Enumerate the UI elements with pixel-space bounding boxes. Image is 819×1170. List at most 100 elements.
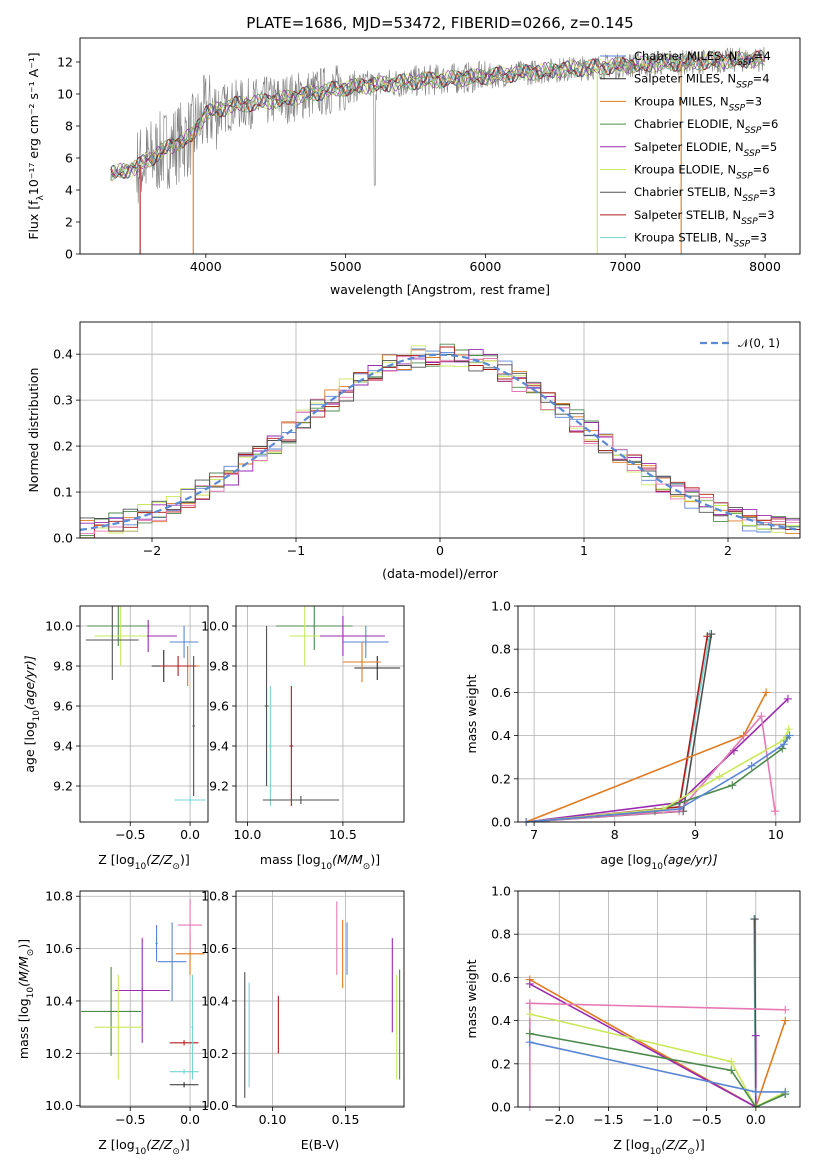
y-tick-label: 10.0 — [45, 619, 73, 634]
mass-weight-line — [526, 633, 711, 823]
y-tick-label: 0.6 — [491, 970, 511, 985]
y-tick-label: 0.2 — [53, 439, 73, 454]
model-spectrum-line — [110, 50, 766, 179]
histogram-step — [80, 356, 800, 538]
y-tick-label: 9.2 — [53, 779, 73, 794]
y-tick-label: 9.4 — [209, 739, 229, 754]
y-tick-label: 10.8 — [201, 889, 229, 904]
axes-frame — [235, 605, 405, 823]
axes-frame — [235, 890, 405, 1108]
x-tick-label: 4000 — [190, 259, 222, 274]
mass-weight-line — [526, 636, 709, 823]
y-tick-label: 10.0 — [45, 1098, 73, 1113]
mass-weight-line — [526, 728, 790, 823]
mass-weight-vs-metallicity-panel: −2.0 −1.5 −1.0 −0.5 0.0 0.0 0.2 0.4 0.6 0.8 1.0 Z [… — [464, 884, 801, 1157]
plus-marker — [781, 1005, 790, 1014]
x-tick-label: 9 — [691, 827, 699, 842]
legend-entry: Chabrier ELODIE, NSSP=6 — [634, 117, 778, 136]
residual-histogram-panel: −2 −1 0 1 2 0.0 0.1 0.2 0.3 0.4 𝒩(0, 1) (data-model… — [26, 321, 801, 581]
x-tick-label: −2 — [143, 543, 161, 558]
plus-marker — [779, 740, 788, 749]
y-tick-label: 0.2 — [491, 771, 511, 786]
y-axis-label: Normed distribution — [26, 368, 41, 493]
plus-marker — [781, 1016, 790, 1025]
legend-entry: Chabrier MILES, NSSP=4 — [634, 49, 771, 68]
x-axis-label: wavelength [Angstrom, rest frame] — [330, 282, 550, 297]
mass-weight-line — [753, 919, 786, 1109]
y-tick-label: 9.4 — [53, 739, 73, 754]
x-tick-label: 10.5 — [329, 827, 357, 842]
axes-frame — [79, 605, 209, 823]
plus-marker — [728, 781, 737, 790]
legend-entry: Kroupa ELODIE, NSSP=6 — [634, 163, 770, 182]
y-tick-label: 12 — [57, 55, 73, 70]
model-spectrum-line — [110, 49, 766, 179]
mass-weight-line — [753, 919, 786, 1109]
y-axis-label: age [log10(age/yr)] — [22, 655, 42, 772]
y-tick-label: 10.4 — [45, 993, 73, 1008]
x-tick-label: 10 — [768, 827, 784, 842]
mass-weight-line — [529, 1002, 786, 1011]
legend-entry: Kroupa STELIB, NSSP=3 — [634, 231, 767, 250]
y-axis-label: mass weight — [464, 674, 479, 753]
x-tick-label: −0.5 — [115, 827, 145, 842]
x-tick-label: 8000 — [749, 259, 781, 274]
plus-marker — [525, 979, 534, 988]
y-tick-label: 8 — [65, 119, 73, 134]
x-axis-label: age [log10(age/yr)] — [600, 852, 717, 872]
x-tick-label: 6000 — [470, 259, 502, 274]
axes-frame — [517, 605, 801, 823]
age-vs-metallicity-panel: −0.5 0.0 9.2 9.4 9.6 9.8 10.0 Z [log10(Z/Z⊙)] ag… — [22, 605, 209, 872]
x-tick-label: 0 — [436, 543, 444, 558]
plus-marker — [762, 688, 771, 697]
mass-weight-line — [529, 1013, 786, 1109]
model-spectrum-line — [110, 51, 766, 181]
y-tick-label: 9.2 — [209, 779, 229, 794]
y-tick-label: 0.2 — [491, 1056, 511, 1071]
normal-curve — [79, 353, 801, 531]
y-tick-label: 0.8 — [491, 642, 511, 657]
mass-weight-line — [526, 633, 713, 823]
x-tick-label: 0.0 — [180, 1112, 200, 1127]
x-tick-label: −1.5 — [593, 1112, 623, 1127]
axes-frame — [79, 321, 801, 539]
plus-marker — [715, 772, 724, 781]
plus-marker — [750, 915, 759, 924]
x-tick-label: 8 — [611, 827, 619, 842]
y-tick-label: 0.0 — [491, 1100, 511, 1115]
x-tick-label: −2.0 — [544, 1112, 574, 1127]
x-tick-label: −1.0 — [642, 1112, 672, 1127]
x-axis-label: Z [log10(Z/Z⊙)] — [98, 1137, 189, 1157]
plus-marker — [525, 1029, 534, 1038]
y-tick-label: 10.4 — [201, 993, 229, 1008]
y-tick-label: 4 — [65, 183, 73, 198]
y-tick-label: 0 — [65, 247, 73, 262]
plus-marker — [525, 1038, 534, 1047]
y-tick-label: 0.1 — [53, 485, 73, 500]
x-tick-label: 0.0 — [746, 1112, 766, 1127]
y-tick-label: 10.2 — [45, 1046, 73, 1061]
y-tick-label: 9.6 — [209, 699, 229, 714]
plus-marker — [751, 1087, 760, 1096]
y-tick-label: 10.0 — [201, 1098, 229, 1113]
x-axis-label: mass [log10(M/M⊙)] — [260, 852, 380, 872]
x-tick-label: 7 — [530, 827, 538, 842]
x-tick-label: 0.0 — [180, 827, 200, 842]
legend-entry: Chabrier STELIB, NSSP=3 — [634, 185, 776, 204]
plus-marker — [659, 805, 668, 814]
model-spectrum-line — [110, 51, 766, 180]
model-spectrum-line — [110, 52, 766, 182]
plus-marker — [751, 1031, 760, 1040]
y-tick-label: 10.2 — [201, 1046, 229, 1061]
age-vs-mass-panel: 10.0 10.5 9.2 9.4 9.6 9.8 10.0 mass [log10(M/M⊙… — [201, 605, 405, 872]
y-tick-label: 9.6 — [53, 699, 73, 714]
plus-marker — [785, 731, 794, 740]
y-tick-label: 0.4 — [53, 347, 73, 362]
plus-marker — [783, 694, 792, 703]
mass-vs-metallicity-panel: −0.5 0.0 10.0 10.2 10.4 10.6 10.8 Z [log10(Z/Z⊙… — [16, 889, 209, 1157]
mass-weight-vs-age-panel: 7 8 9 10 0.0 0.2 0.4 0.6 0.8 1.0 age [log10(age/yr… — [464, 599, 801, 872]
x-tick-label: 1 — [580, 543, 588, 558]
y-tick-label: 0.0 — [491, 815, 511, 830]
figure-title: PLATE=1686, MJD=53472, FIBERID=0266, z=0… — [246, 14, 633, 32]
